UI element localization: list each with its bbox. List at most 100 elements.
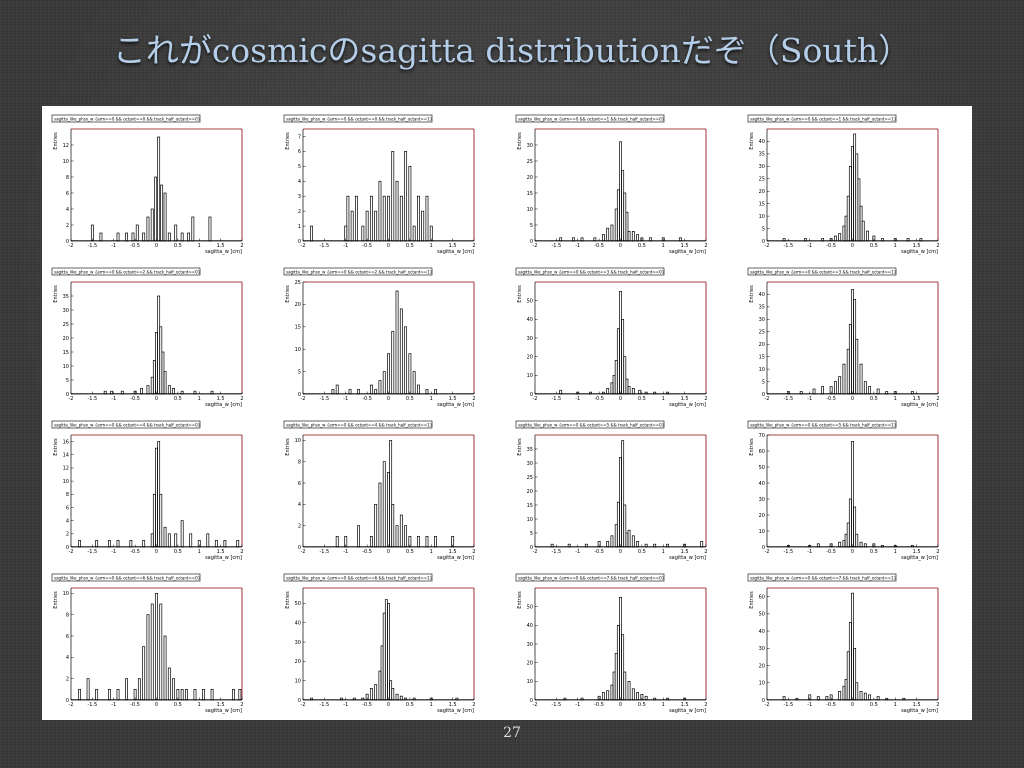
histogram-bin [638,389,642,395]
x-tick-label: -1 [807,243,812,249]
histogram-bin [855,533,859,548]
y-tick-label: 0 [298,698,301,704]
histogram-bin [610,224,614,242]
histogram-title-box [51,267,201,276]
x-tick-label: -1 [575,549,580,555]
histogram-bin [829,694,833,701]
y-tick-label: 4 [298,179,301,185]
histogram-title-box [283,114,433,123]
histogram-bin [361,697,365,701]
y-axis-label: Entries [285,132,291,150]
y-tick-label: 0 [66,545,69,551]
slide-title: これがcosmicのsagitta distributionだぞ（South） [112,31,912,70]
histogram-bin [374,503,378,548]
x-tick-label: 2 [704,396,707,402]
y-tick-label: 20 [527,489,533,495]
histogram-bin [434,389,437,395]
x-tick-label: -0.5 [594,243,604,249]
x-tick-label: 0 [851,549,854,555]
x-tick-label: -2 [765,396,770,402]
x-axis-label: sagitta_w [cm] [437,708,474,714]
histogram-bin [623,504,627,548]
histogram-panel: sagitta_like_phsx_w {arm==0 && octant==3… [747,267,940,408]
x-tick-label: -1.5 [551,702,561,708]
histogram-bin [172,388,176,395]
y-tick-label: 0 [530,545,533,551]
histogram-bin [799,391,803,395]
x-tick-label: -2 [765,549,770,555]
histogram-bin [154,176,158,242]
histogram-bin [621,440,625,548]
x-tick-label: 0.5 [174,549,182,555]
histogram-bin [174,533,178,548]
histogram-bin [623,356,627,395]
y-tick-label: 20 [527,660,533,666]
x-tick-label: 1 [662,702,665,708]
histogram-bin [110,390,114,395]
y-tick-label: 30 [527,642,533,648]
histogram-bin [597,541,601,548]
y-tick-label: 10 [63,479,69,485]
histogram-bin [559,237,563,242]
histogram-bin [146,614,150,701]
histogram-bin [167,667,171,701]
histogram-bin [382,371,386,395]
histogram-bin [859,691,863,701]
x-tick-label: -2 [533,396,538,402]
histogram-bin [310,697,313,701]
x-tick-label: 0.5 [638,396,646,402]
histogram-bin [863,692,867,701]
x-tick-label: 0.5 [638,702,646,708]
x-tick-label: 0.5 [870,549,878,555]
x-tick-label: -0.5 [826,549,836,555]
y-tick-label: 8 [298,459,301,465]
histogram-title: sagitta_like_phsx_w {arm==0 && octant==0… [286,116,433,121]
y-tick-label: 60 [759,449,765,455]
histogram-bin [348,389,352,395]
x-tick-label: -1.5 [783,549,793,555]
y-tick-label: 5 [298,369,301,375]
histogram-bin [157,136,161,242]
histogram-bin [812,388,816,395]
histogram-bin [167,533,171,548]
histogram-bin [631,688,635,701]
y-tick-label: 3 [298,194,301,200]
histogram-bin [142,232,146,242]
y-axis-label: Entries [53,285,59,303]
histogram-bin [193,390,197,395]
y-tick-label: 2 [66,532,69,538]
y-tick-label: 6 [66,191,69,197]
x-tick-label: 2 [472,702,475,708]
histogram-bin [180,232,184,242]
y-tick-label: 10 [759,681,765,687]
histogram-bin [666,391,669,395]
histogram-bin [395,180,399,242]
histogram-bin [838,233,842,242]
x-tick-label: -1 [343,549,348,555]
x-axis-label: sagitta_w [cm] [205,249,242,255]
y-tick-label: 4 [66,655,69,661]
histogram-bin [142,540,146,548]
x-tick-label: 0 [155,549,158,555]
x-tick-label: 2 [936,396,939,402]
x-tick-label: -1.5 [87,396,97,402]
histogram-title-box [283,573,433,582]
histogram-bin [404,151,408,242]
histogram-title-box [283,267,433,276]
histogram-bin [631,388,635,395]
x-tick-label: -0.5 [594,702,604,708]
y-axis-label: Entries [285,591,291,609]
y-axis-label: Entries [517,285,523,303]
histogram-bin [640,237,644,242]
histogram-bin [103,390,107,395]
x-tick-label: -0.5 [826,243,836,249]
histogram-bin [95,540,99,548]
x-tick-label: 0 [155,702,158,708]
x-tick-label: -0.5 [130,702,140,708]
histogram-title-box [51,573,201,582]
histogram-panel: sagitta_like_phsx_w {arm==0 && octant==6… [283,573,476,714]
histogram-bin [133,688,137,701]
x-tick-label: 0 [619,243,622,249]
y-axis-label: Entries [749,285,755,303]
x-tick-label: 1.5 [217,702,225,708]
